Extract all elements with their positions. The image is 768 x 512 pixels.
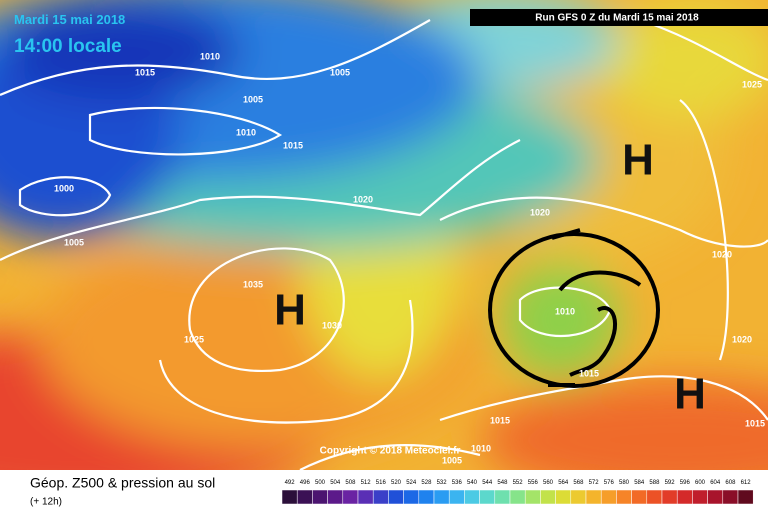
scale-label: 596 [680,480,691,486]
pressure-label: 1015 [579,368,599,378]
scale-label: 612 [741,480,752,486]
scale-swatch [737,489,754,505]
scale-swatch [585,489,602,505]
high-pressure: H [274,286,306,335]
time: 14:00 locale [14,36,122,57]
scale-label: 572 [589,480,600,486]
high-pressure: H [674,370,706,419]
scale-label: 592 [665,480,676,486]
scale-label: 544 [482,480,493,486]
copyright: Copyright © 2018 Meteociel.fr [320,446,461,457]
scale-swatch [464,489,480,505]
scale-swatch [676,489,693,505]
scale-label: 588 [649,480,660,486]
scale-swatch [296,489,313,505]
scale-swatch [372,489,389,505]
pressure-label: 1015 [283,140,303,150]
scale-swatch [433,489,450,505]
scale-label: 576 [604,480,615,486]
scale-label: 524 [406,480,417,486]
scale-swatch [327,489,344,505]
scale-swatch [707,489,724,505]
scale-label: 604 [710,480,721,486]
scale-swatch [312,489,328,505]
scale-swatch [646,489,663,505]
pressure-label: 1010 [555,306,575,316]
scale-label: 520 [391,480,402,486]
scale-label: 568 [573,480,584,486]
scale-swatch [692,489,708,505]
scale-swatch [403,489,420,505]
pressure-label: 1025 [184,334,204,344]
scale-swatch [631,489,648,505]
scale-swatch [342,489,359,505]
scale-label: 512 [361,480,372,486]
scale-swatch [509,489,526,505]
scale-label: 556 [528,480,539,486]
scale-label: 492 [285,480,296,486]
pressure-label: 1005 [442,455,462,465]
pressure-label: 1010 [471,443,491,453]
scale-swatch [722,489,739,505]
scale-swatch [540,489,556,505]
pressure-label: 1020 [530,207,550,217]
scale-label: 528 [421,480,432,486]
run-info: Run GFS 0 Z du Mardi 15 mai 2018 [535,13,699,24]
pressure-label: 1020 [712,249,732,259]
pressure-label: 1005 [243,94,263,104]
scale-swatch [388,489,404,505]
scale-label: 540 [467,480,478,486]
pressure-label: 1010 [200,51,220,61]
pressure-label: 1020 [353,194,373,204]
scale-swatch [661,489,678,505]
scale-swatch [494,489,511,505]
scale-swatch [448,489,465,505]
high-pressure: H [622,136,654,185]
pressure-label: 1015 [490,415,510,425]
scale-label: 580 [619,480,630,486]
pressure-label: 1010 [236,127,256,137]
pressure-label: 1025 [742,79,762,89]
scale-label: 500 [315,480,326,486]
scale-label: 516 [376,480,387,486]
pressure-label: 1005 [330,67,350,77]
pressure-label: 1035 [243,279,263,289]
scale-label: 564 [558,480,569,486]
date: Mardi 15 mai 2018 [14,12,125,27]
pressure-label: 1015 [135,67,155,77]
scale-swatch [281,489,298,505]
scale-label: 600 [695,480,706,486]
pressure-label: 1015 [745,418,765,428]
pressure-label: 1020 [732,334,752,344]
scale-label: 548 [497,480,508,486]
scale-label: 508 [345,480,356,486]
pressure-label: 1000 [54,183,74,193]
scale-label: 552 [513,480,524,486]
pressure-label: 1005 [64,237,84,247]
lead-time: (+ 12h) [30,497,62,508]
scale-swatch [357,489,374,505]
annotation-arrows [488,228,660,388]
scale-swatch [418,489,435,505]
scale-label: 536 [452,480,463,486]
scale-label: 504 [330,480,341,486]
scale-swatch [479,489,496,505]
scale-label: 496 [300,480,311,486]
scale-swatch [570,489,587,505]
scale-swatch [524,489,541,505]
pressure-label: 1030 [322,320,342,330]
run-banner [470,9,768,26]
scale-swatch [616,489,632,505]
scale-swatch [555,489,572,505]
scale-label: 560 [543,480,554,486]
scale-label: 608 [725,480,736,486]
scale-swatch [600,489,617,505]
scale-label: 584 [634,480,645,486]
scale-label: 532 [437,480,448,486]
legend-title: Géop. Z500 & pression au sol [30,475,215,491]
